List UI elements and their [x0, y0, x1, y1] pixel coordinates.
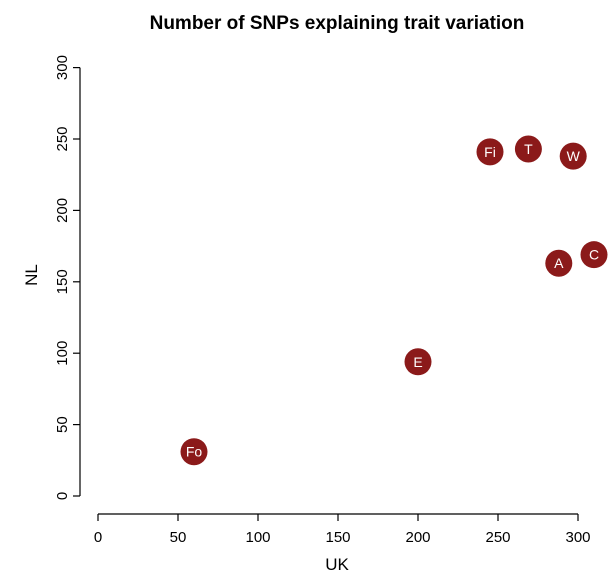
data-point: Fo	[181, 438, 208, 465]
x-tick-label: 200	[405, 529, 430, 546]
y-axis-label: NL	[22, 264, 41, 286]
data-point-label: W	[567, 148, 581, 164]
y-tick-label: 0	[54, 492, 71, 500]
x-tick-label: 50	[170, 529, 187, 546]
y-tick-label: 150	[54, 269, 71, 294]
x-axis-label: UK	[325, 555, 349, 574]
x-tick-label: 300	[565, 529, 590, 546]
data-point: C	[581, 241, 608, 268]
x-tick-label: 0	[94, 529, 102, 546]
data-point: T	[515, 135, 542, 162]
x-tick-label: 150	[325, 529, 350, 546]
data-point-label: Fi	[484, 144, 496, 160]
y-axis: 0 50 100 150 200 250 300	[54, 55, 80, 500]
data-point-label: C	[589, 247, 599, 263]
data-point: W	[560, 143, 587, 170]
x-tick-label: 250	[485, 529, 510, 546]
y-tick-label: 250	[54, 126, 71, 151]
y-tick-label: 100	[54, 341, 71, 366]
data-point-label: T	[524, 141, 533, 157]
data-points: Fo E Fi T W A C	[181, 135, 608, 465]
x-tick-label: 100	[245, 529, 270, 546]
data-point-label: E	[413, 354, 422, 370]
data-point: E	[405, 348, 432, 375]
y-tick-label: 50	[54, 416, 71, 433]
chart-title: Number of SNPs explaining trait variatio…	[150, 13, 525, 34]
data-point-label: A	[554, 255, 564, 271]
y-tick-label: 200	[54, 198, 71, 223]
data-point: A	[545, 250, 572, 277]
x-axis: 0 50 100 150 200 250 300	[94, 514, 591, 546]
y-tick-label: 300	[54, 55, 71, 80]
data-point-label: Fo	[186, 444, 203, 460]
data-point: Fi	[477, 138, 504, 165]
